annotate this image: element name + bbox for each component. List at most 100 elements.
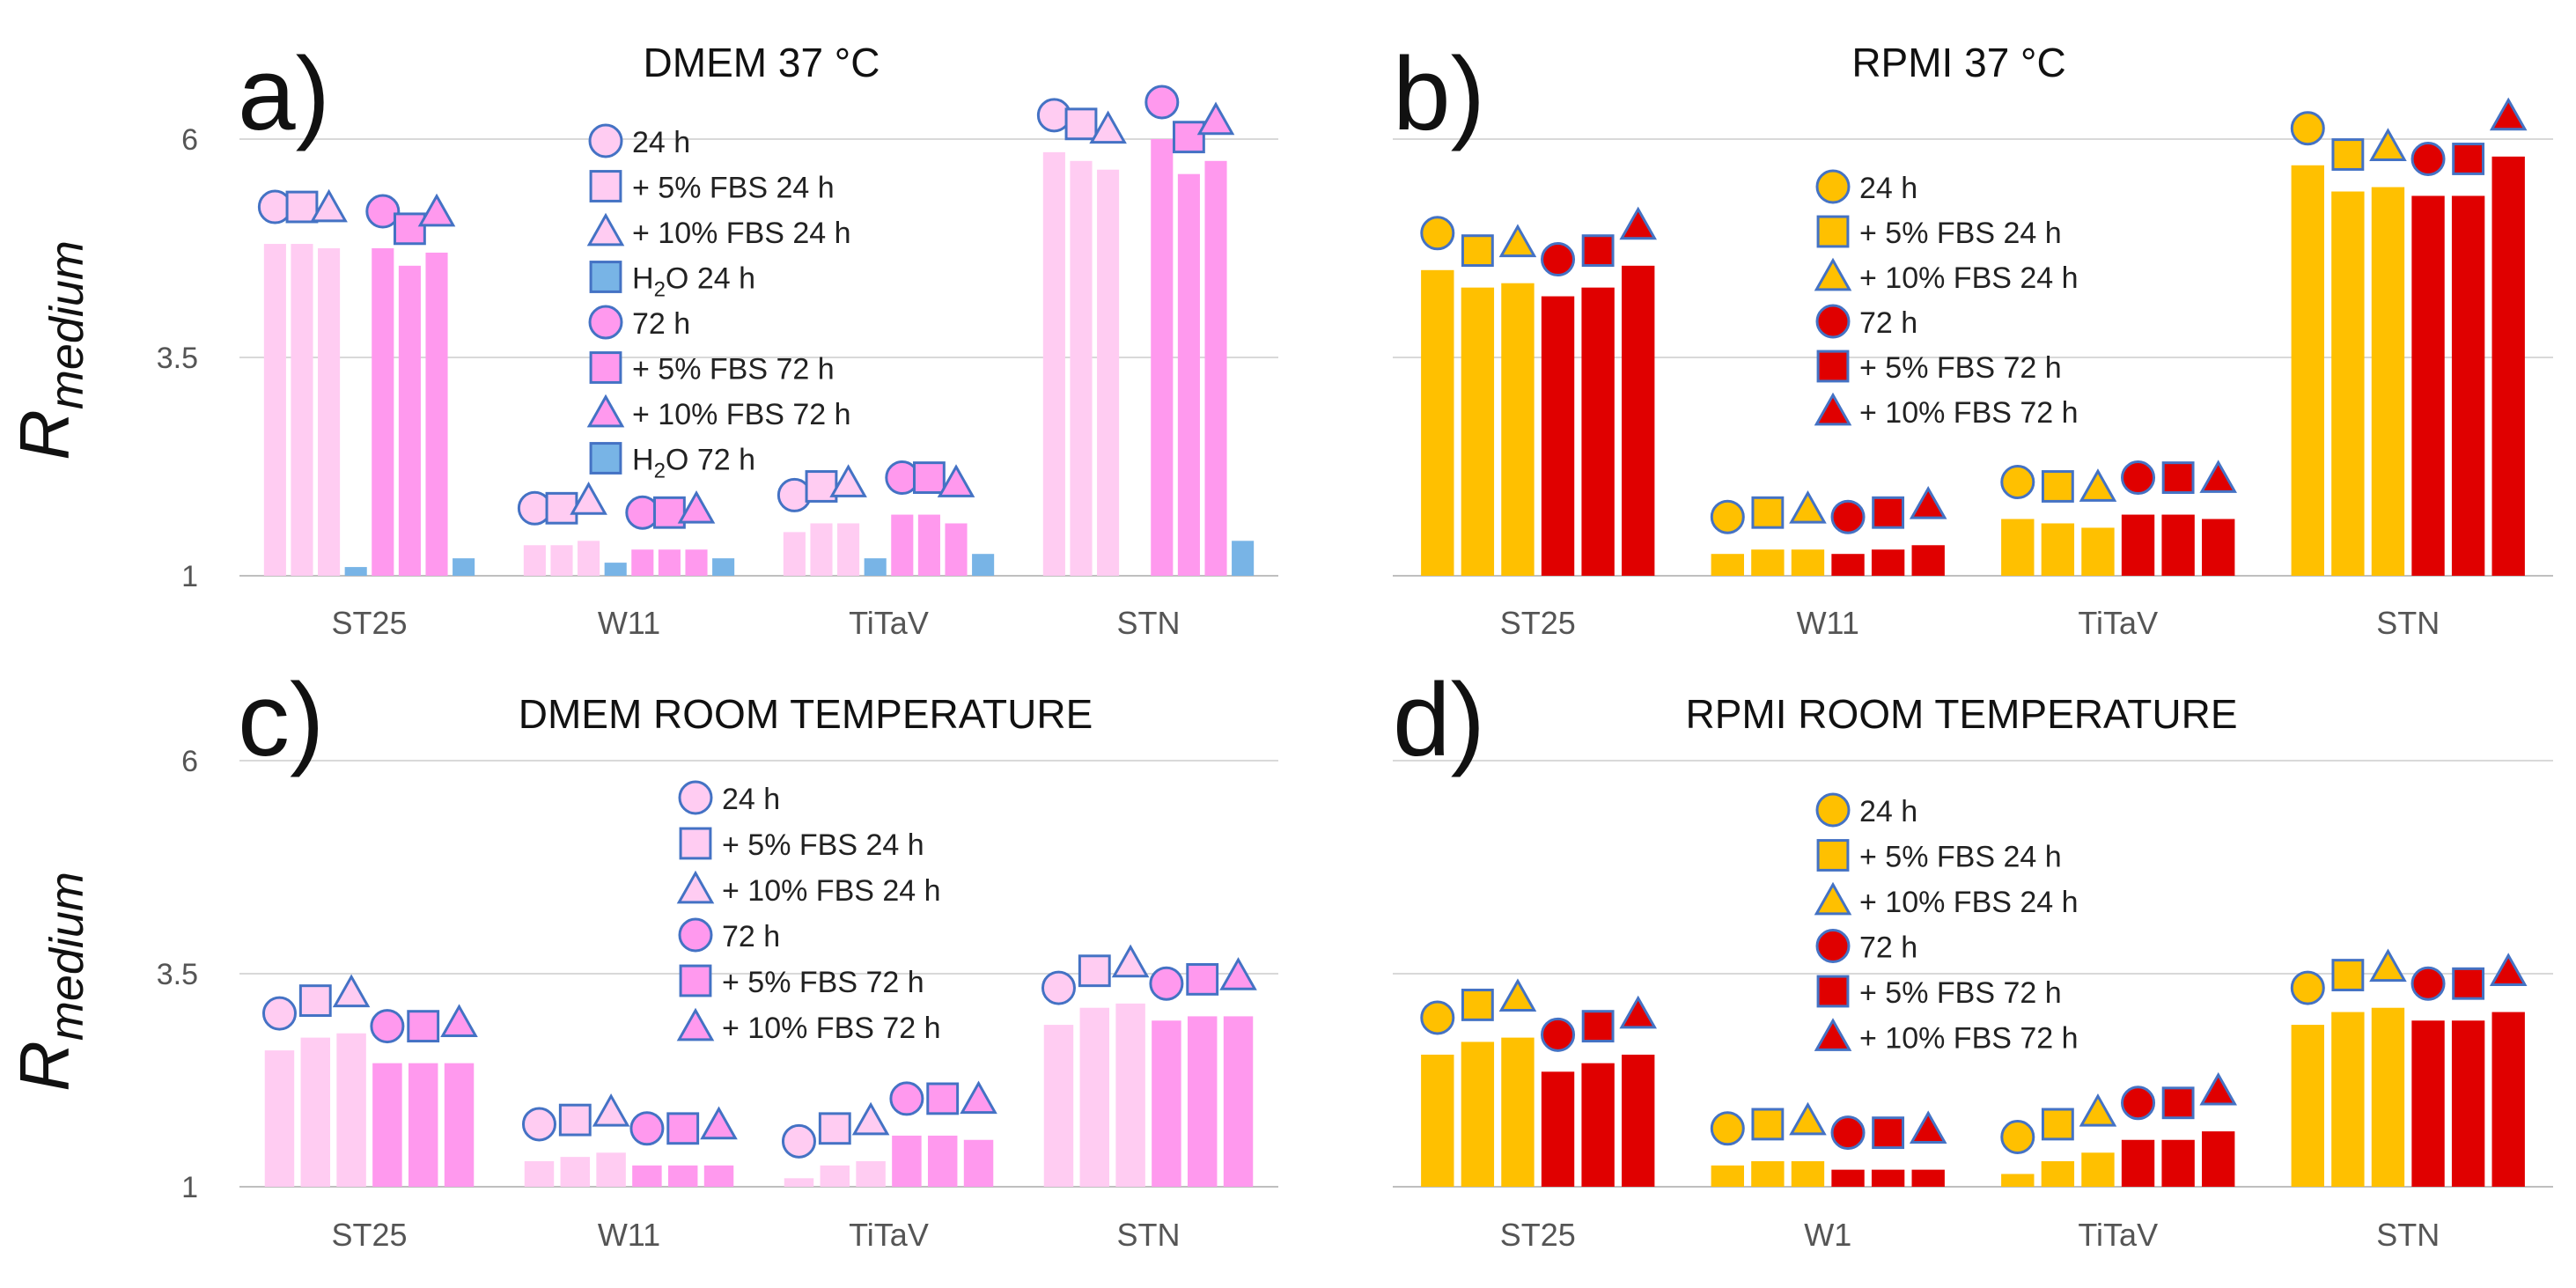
y-tick-label: 6	[181, 123, 198, 157]
chart-title: RPMI 37 °C	[1851, 40, 2065, 85]
bar	[2371, 1007, 2405, 1187]
bar	[2331, 1012, 2365, 1187]
circle-marker	[889, 1081, 924, 1116]
triangle-marker	[1196, 101, 1235, 136]
bar	[658, 549, 681, 576]
bar	[703, 1165, 734, 1187]
circle-marker	[1710, 1111, 1745, 1146]
bar	[1622, 265, 1655, 576]
circle-marker	[2121, 1086, 2156, 1121]
bar	[864, 558, 887, 576]
square-marker	[2452, 967, 2485, 1000]
square-marker	[2331, 138, 2365, 171]
legend: 24 h + 5% FBS 24 h + 10% FBS 24 h 72 h + 5% …	[1814, 792, 2079, 1056]
bar	[1204, 160, 1227, 577]
bar	[372, 248, 394, 576]
bar	[596, 1152, 626, 1187]
triangle-marker	[2079, 1093, 2117, 1127]
bar	[604, 563, 627, 576]
bar	[2161, 514, 2195, 576]
bar	[1115, 1003, 1145, 1187]
circle-marker	[521, 1107, 556, 1142]
square-marker	[926, 1082, 960, 1115]
circle-marker	[2000, 465, 2035, 500]
legend-square-icon	[589, 170, 622, 202]
bar	[2041, 1160, 2075, 1187]
square-marker	[666, 1112, 700, 1145]
circle-marker	[1041, 970, 1076, 1005]
y-axis-label-main: R	[5, 409, 84, 460]
bar	[1461, 1041, 1495, 1187]
legend-square-icon	[589, 442, 622, 475]
bar	[1871, 1169, 1905, 1187]
bar	[2041, 523, 2075, 576]
circle-marker	[1710, 499, 1745, 534]
y-axis-label-main: R	[5, 1041, 84, 1092]
y-tick-label: 1	[181, 1171, 198, 1204]
circle-marker	[261, 996, 297, 1031]
bar	[398, 265, 421, 576]
bar	[1421, 1054, 1454, 1187]
bar	[1581, 1063, 1615, 1187]
bar	[344, 567, 367, 576]
square-marker	[1186, 962, 1219, 996]
legend-triangle-icon	[586, 212, 625, 247]
square-marker	[545, 491, 578, 525]
bar	[685, 549, 708, 576]
bar	[1043, 1025, 1074, 1187]
legend-label: + 10% FBS 24 h	[1859, 886, 2079, 919]
bar	[820, 1165, 850, 1187]
bar	[263, 244, 286, 576]
category-label: ST25	[331, 1217, 407, 1253]
bar	[372, 1063, 402, 1187]
bar	[2291, 165, 2324, 576]
bar	[1187, 1016, 1218, 1187]
square-marker	[2452, 143, 2485, 175]
bar	[2161, 1139, 2195, 1187]
category-label: TiTaV	[2078, 1217, 2158, 1253]
triangle-marker	[1089, 110, 1127, 144]
triangle-marker	[1219, 957, 1257, 990]
triangle-marker	[937, 464, 975, 497]
triangle-marker	[2079, 468, 2117, 502]
bar	[2491, 156, 2525, 576]
legend-label: + 5% FBS 24 h	[1859, 217, 2062, 250]
legend-label: + 10% FBS 24 h	[632, 217, 851, 250]
legend-square-icon	[1816, 975, 1850, 1008]
square-marker	[818, 1112, 851, 1145]
bar	[264, 1050, 295, 1187]
bar	[300, 1037, 331, 1187]
square-marker	[1064, 107, 1098, 141]
bar	[1791, 1160, 1825, 1187]
legend-label: 24 h	[1859, 795, 1917, 828]
square-marker	[912, 461, 946, 494]
bar	[1151, 139, 1174, 576]
bar	[291, 244, 313, 576]
bar	[2081, 527, 2115, 576]
legend-label: 72 h	[1859, 306, 1917, 340]
bar	[712, 558, 735, 576]
bar	[1501, 1037, 1535, 1187]
category-label: TiTaV	[2078, 605, 2158, 641]
legend-label: 72 h	[632, 307, 690, 341]
triangle-marker	[1111, 944, 1150, 978]
category-label: STN	[2376, 1217, 2440, 1253]
bar	[550, 545, 573, 576]
bar	[1177, 173, 1200, 576]
legend-label: + 5% FBS 72 h	[1859, 351, 2062, 385]
circle-marker	[1541, 1017, 1576, 1052]
circle-marker	[2410, 141, 2446, 176]
bar	[856, 1160, 886, 1187]
bar	[1079, 1007, 1110, 1187]
panel-letter: c)	[238, 662, 324, 778]
legend-triangle-icon	[1814, 257, 1852, 291]
triangle-marker	[1789, 1101, 1827, 1136]
circle-marker	[370, 1009, 405, 1044]
bar	[318, 248, 341, 576]
square-marker	[393, 212, 426, 246]
legend-triangle-icon	[1814, 1018, 1852, 1051]
square-marker	[1461, 989, 1494, 1021]
legend-label: + 10% FBS 72 h	[1859, 396, 2079, 430]
square-marker	[407, 1010, 440, 1043]
